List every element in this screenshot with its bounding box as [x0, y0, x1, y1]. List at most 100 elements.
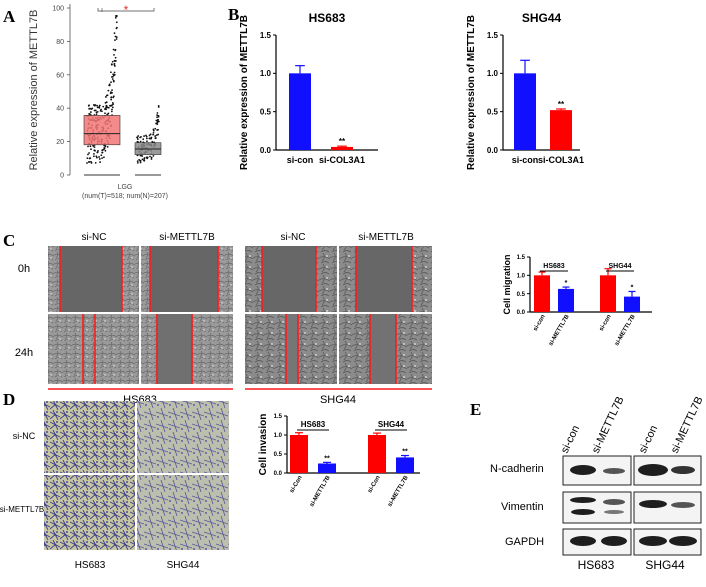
panel-a-point	[152, 133, 155, 136]
panel-b-hs683-ytick-label: 1.5	[260, 31, 272, 40]
panel-d-invasion-group-1: SHG44	[378, 420, 405, 429]
panel-a-point	[87, 153, 89, 156]
panel-b-hs683-bar-0	[289, 73, 311, 150]
wound-gap	[60, 246, 122, 312]
panel-b-hs683-ytick-label: 1.0	[260, 69, 272, 78]
panel-b-hs683-title: HS683	[309, 11, 346, 25]
panel-a-point	[156, 118, 159, 121]
panel-c-migration-category-0: si-con	[533, 314, 547, 333]
panel-a-point	[113, 71, 116, 74]
panel-a-point	[157, 104, 160, 107]
panel-a-point	[148, 134, 151, 137]
panel-a-ytick-label: 40	[56, 106, 64, 113]
panel-label-a: A	[3, 7, 16, 26]
panel-a-point	[92, 104, 95, 106]
panel-a-point	[98, 104, 101, 107]
panel-a-point	[154, 135, 157, 137]
panel-b-shg44-sig-1: **	[558, 100, 565, 109]
panel-a-point	[145, 156, 148, 159]
panel-a-point	[150, 136, 153, 139]
panel-a-point	[113, 65, 116, 67]
transwell-image-shg44-simettl7b	[137, 475, 229, 550]
panel-d-invasion-bar-0	[290, 435, 308, 473]
panel-a-point	[113, 32, 116, 35]
panel-c-cell-line-shg44: SHG44	[320, 394, 356, 406]
panel-c-migration-bar-2	[600, 275, 616, 312]
panel-c-migration-category-3: si-METTL7B	[614, 313, 637, 347]
panel-c-col-label-3: si-NC	[281, 232, 306, 243]
panel-a-point	[155, 122, 157, 125]
panel-a-point	[92, 145, 95, 147]
panel-a-point	[89, 145, 92, 148]
panel-a-point	[154, 137, 157, 140]
panel-a-point	[114, 56, 117, 59]
panel-a-point	[100, 154, 103, 157]
panel-b-shg44-ylabel: Relative expression of METTL7B	[466, 15, 477, 170]
panel-a-point	[89, 111, 92, 113]
panel-c-migration-sig-1: *	[565, 280, 568, 287]
panel-a-point	[113, 53, 115, 56]
panel-a-ytick-label: 0	[60, 173, 64, 180]
panel-b-hs683-chart: 0.0 0.5 1.0 1.5 Relative expression of METTL…	[239, 11, 378, 170]
panel-c-wound-healing: si-NC si-METTL7B si-NC si-METTL7B 0h 24h	[15, 232, 432, 406]
panel-a-point	[98, 156, 100, 158]
panel-a-ytick-label: 60	[56, 72, 64, 79]
panel-a-point	[111, 106, 114, 109]
panel-a-point	[86, 162, 88, 164]
panel-a-ytick-label: 80	[56, 39, 64, 46]
panel-a-point	[149, 133, 152, 136]
panel-a-point	[112, 73, 115, 76]
panel-a-boxplot: 0 20 40 60 80 100 Relative expression of METT…	[28, 3, 168, 200]
panel-a-point	[115, 38, 118, 40]
panel-b-shg44-category-0: si-con	[512, 155, 539, 165]
panel-d-invasion-ytick-label: 1.5	[274, 414, 283, 420]
panel-a-point	[109, 104, 111, 107]
panel-a-point	[104, 144, 107, 147]
panel-e-cell-line-hs683: HS683	[578, 558, 615, 572]
panel-a-point	[90, 148, 92, 151]
wound-gap	[157, 314, 192, 384]
panel-a-ytick-label: 100	[52, 6, 64, 13]
panel-a-point	[88, 113, 91, 115]
panel-a-point	[96, 104, 98, 107]
panel-a-point	[114, 16, 117, 19]
panel-a-point	[141, 158, 144, 161]
panel-a-box-T	[83, 115, 121, 146]
panel-e-protein-ncadherin: N-cadherin	[490, 463, 544, 475]
panel-a-point	[95, 155, 98, 158]
panel-b-hs683-bar-1	[331, 146, 353, 150]
panel-a-point	[106, 145, 109, 148]
panel-a-point	[139, 154, 142, 157]
panel-a-point	[100, 110, 103, 113]
panel-e-protein-vimentin: Vimentin	[501, 501, 544, 513]
panel-a-point	[143, 159, 145, 162]
panel-a-point	[152, 154, 155, 157]
panel-a-point	[110, 76, 113, 78]
panel-d-invasion-bar-2	[368, 435, 386, 473]
panel-a-point	[145, 135, 148, 138]
panel-label-c: C	[3, 231, 15, 250]
panel-a-point	[111, 60, 114, 63]
panel-c-migration-category-1: si-METTL7B	[548, 313, 571, 347]
panel-a-point	[88, 157, 91, 160]
panel-a-point	[115, 26, 118, 29]
panel-a-point	[139, 161, 142, 164]
panel-a-point	[105, 101, 108, 104]
panel-c-migration-ytick-label: 1.0	[517, 273, 526, 279]
panel-a-point	[112, 80, 115, 83]
panel-c-migration-ytick-label: 1.5	[517, 255, 526, 261]
panel-a-point	[136, 138, 139, 140]
panel-c-col-label-2: si-METTL7B	[159, 232, 215, 243]
panel-a-point	[90, 108, 93, 111]
panel-a-point	[110, 71, 112, 74]
blot-bands	[570, 464, 697, 546]
panel-a-point	[107, 106, 110, 109]
panel-c-col-label-4: si-METTL7B	[358, 232, 414, 243]
panel-a-point	[106, 106, 109, 109]
panel-a-ylabel: Relative expression of METTL7B	[28, 10, 40, 171]
panel-a-point	[142, 138, 145, 141]
panel-d-invasion-category-2: si-Con	[367, 475, 382, 494]
panel-c-row-label-0h: 0h	[18, 263, 30, 275]
panel-a-point	[110, 104, 113, 107]
panel-c-migration-bar-3	[624, 296, 640, 312]
